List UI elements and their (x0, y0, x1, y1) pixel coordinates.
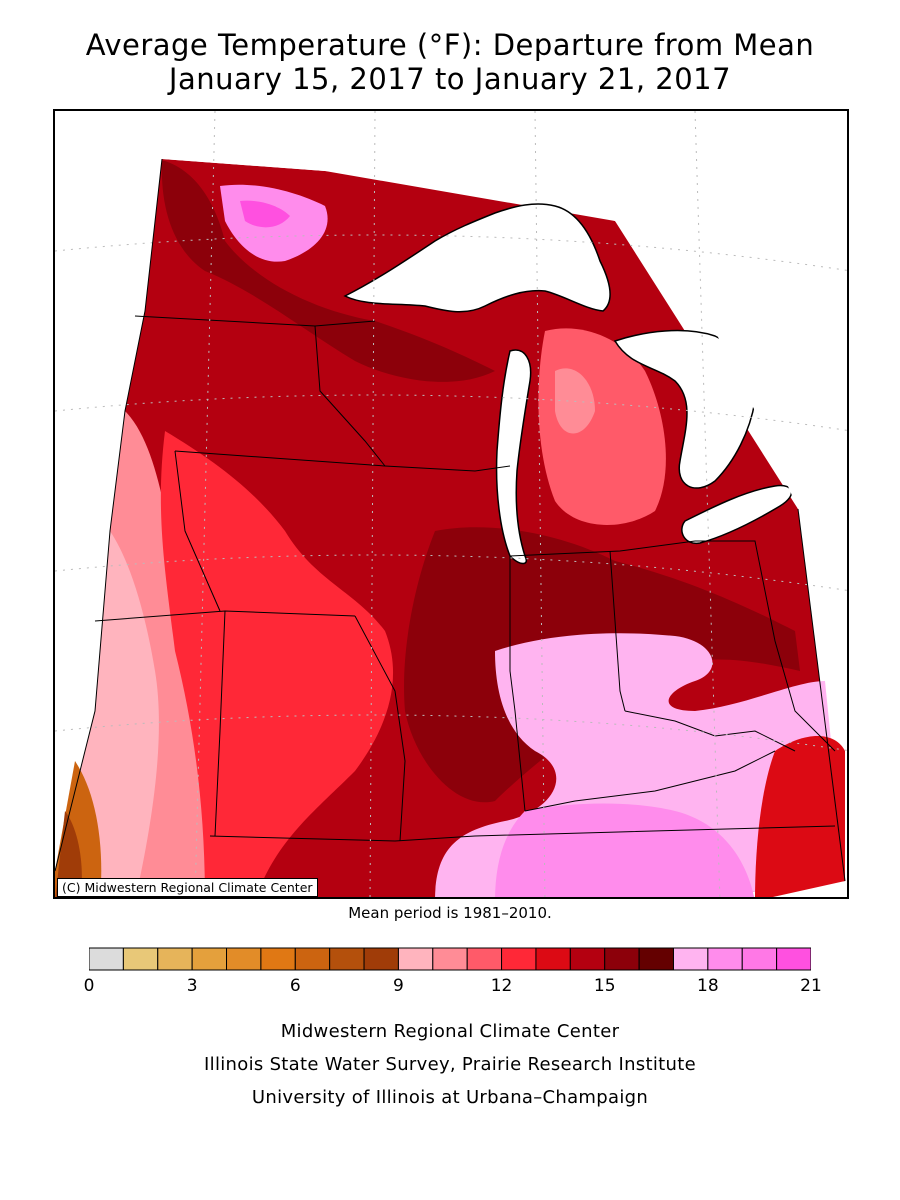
legend-tick-label: 18 (697, 976, 719, 996)
lake-erie (681, 484, 793, 545)
temperature-departure-map (53, 109, 849, 899)
canada-land (162, 111, 847, 511)
legend-bin (501, 947, 537, 971)
legend-bin (260, 947, 296, 971)
state-boundaries (94, 315, 836, 842)
region-pink-north-inner (240, 200, 290, 228)
domain-edge-east (797, 508, 846, 882)
legend-bin (638, 947, 674, 971)
footer-survey: Illinois State Water Survey, Prairie Res… (204, 1054, 696, 1075)
legend-bin (707, 947, 743, 971)
map-title: Average Temperature (°F): Departure from… (85, 28, 815, 62)
region-maroon-north (161, 161, 495, 382)
legend-bin (604, 947, 640, 971)
footer-university: University of Illinois at Urbana–Champai… (251, 1087, 649, 1108)
legend-tick-label: 3 (186, 976, 198, 996)
legend-bin (569, 947, 606, 971)
domain-edge (55, 158, 163, 872)
map-date-range: January 15, 2017 to January 21, 2017 (168, 62, 732, 96)
legend-bin (672, 947, 709, 971)
legend-bin (157, 947, 193, 971)
legend-bin (741, 947, 778, 971)
region-central-red (160, 431, 393, 897)
legend-tick-label: 0 (83, 976, 95, 996)
legend-bin (122, 947, 159, 971)
footer-organization: Midwestern Regional Climate Center (280, 1021, 620, 1042)
legend-tick-label: 21 (800, 976, 822, 996)
legend-bin (466, 947, 503, 971)
legend-bin (226, 947, 262, 971)
legend-bin (535, 947, 571, 971)
legend-bin (329, 947, 365, 971)
legend-bin (191, 947, 228, 971)
lake-michigan (495, 349, 532, 565)
legend-bin (432, 947, 468, 971)
lake-superior (343, 203, 611, 313)
legend-bin (397, 947, 434, 971)
legend-bin (294, 947, 331, 971)
color-legend (89, 947, 811, 971)
legend-tick-label: 9 (393, 976, 404, 996)
map-copyright: (C) Midwestern Regional Climate Center (57, 878, 318, 897)
legend-bin (776, 947, 811, 971)
lake-huron (613, 329, 757, 489)
legend-tick-labels: 0 3 6 9 12 15 18 21 (84, 976, 822, 998)
legend-bin (363, 947, 399, 971)
mean-period-note: Mean period is 1981–2010. (348, 904, 552, 922)
legend-tick-label: 15 (593, 976, 616, 996)
region-pink-south-deep (495, 803, 755, 897)
legend-bin (89, 947, 124, 971)
legend-tick-label: 12 (490, 976, 513, 996)
region-west-orange-dark (55, 811, 82, 897)
region-southeast-red (755, 736, 845, 897)
legend-tick-label: 6 (289, 976, 301, 996)
